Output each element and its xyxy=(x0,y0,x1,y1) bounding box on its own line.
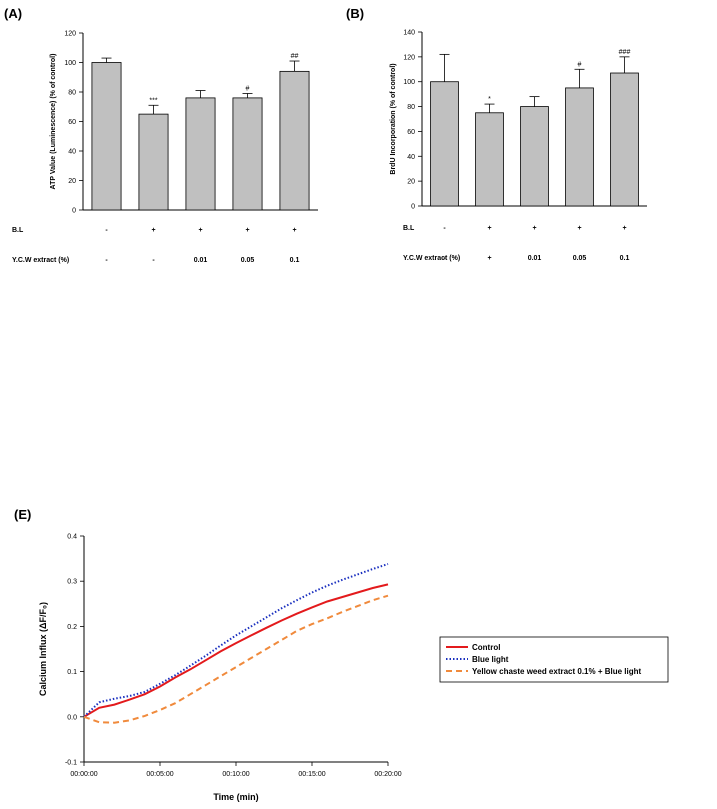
x-tick-label: 00:15:00 xyxy=(298,771,325,778)
treatment-value: - xyxy=(443,225,446,232)
y-tick-label: 0 xyxy=(72,208,76,215)
y-tick-label: 100 xyxy=(403,79,415,86)
bar xyxy=(232,97,263,211)
treatment-value: - xyxy=(105,227,108,234)
y-tick-label: 20 xyxy=(407,179,415,186)
treatment-value: + xyxy=(487,255,491,262)
significance-label: # xyxy=(246,85,250,92)
y-tick-label: 80 xyxy=(68,90,76,97)
treatment-row-label: Y.C.W extract (%) xyxy=(12,257,69,264)
y-tick-label: 140 xyxy=(403,30,415,37)
x-tick-label: 00:00:00 xyxy=(70,771,97,778)
x-tick-label: 00:20:00 xyxy=(374,771,401,778)
significance-label: ## xyxy=(291,53,299,60)
treatment-value: - xyxy=(443,255,446,262)
panel-label-e: (E) xyxy=(14,507,31,522)
bar xyxy=(610,72,639,207)
treatment-value: + xyxy=(577,225,581,232)
bar xyxy=(475,112,504,207)
treatment-value: + xyxy=(151,227,155,234)
bar xyxy=(430,81,459,207)
treatment-value: + xyxy=(292,227,296,234)
treatment-value: + xyxy=(532,225,536,232)
series-line-3 xyxy=(83,594,389,724)
bar xyxy=(279,70,310,211)
y-tick-label: 80 xyxy=(407,104,415,111)
treatment-value: 0.1 xyxy=(620,255,630,262)
bar xyxy=(520,106,549,207)
treatment-value: + xyxy=(622,225,626,232)
bar xyxy=(565,87,594,207)
y-tick-label: 100 xyxy=(64,60,76,67)
x-tick-label: 00:10:00 xyxy=(222,771,249,778)
significance-label: *** xyxy=(149,97,157,104)
chart-b: 0 20 40 60 80 100 120 140 BrdU Incorporation (% … xyxy=(390,30,647,262)
y-axis-title: ATP Value (Luminescence) (% of control) xyxy=(50,54,57,190)
x-tick-label: 00:05:00 xyxy=(146,771,173,778)
treatment-value: 0.1 xyxy=(290,257,300,264)
y-tick-label: 120 xyxy=(64,31,76,38)
treatment-value: 0.05 xyxy=(241,257,255,264)
panel-label-b: (B) xyxy=(346,6,364,21)
treatment-row-label: Y.C.W extract (%) xyxy=(403,255,460,262)
x-axis-title: Time (min) xyxy=(213,792,258,802)
treatment-value: + xyxy=(245,227,249,234)
treatment-value: + xyxy=(198,227,202,234)
treatment-row-label: B.L xyxy=(12,227,24,234)
series-line-1 xyxy=(83,583,389,718)
y-tick-label: 60 xyxy=(68,119,76,126)
legend-label: Yellow chaste weed extract 0.1% + Blue l… xyxy=(472,667,642,676)
chart-e: -0.1 0.0 0.1 0.2 0.3 0.4 00:00:00 00:05:00 00:10… xyxy=(38,534,669,802)
legend-label: Blue light xyxy=(472,655,509,664)
panel-label-a: (A) xyxy=(4,6,22,21)
treatment-row-label: B.L xyxy=(403,225,415,232)
significance-label: # xyxy=(578,61,582,68)
treatment-value: 0.01 xyxy=(194,257,208,264)
y-tick-label: 20 xyxy=(68,178,76,185)
y-tick-label: 0.4 xyxy=(67,534,77,541)
y-tick-label: 40 xyxy=(68,149,76,156)
legend-box xyxy=(439,636,669,683)
y-tick-label: 0.0 xyxy=(67,714,77,721)
chart-a: 0 20 40 60 80 100 120 ATP Value (Luminescence) … xyxy=(12,31,318,264)
legend-label: Control xyxy=(472,643,500,652)
treatment-value: 0.05 xyxy=(573,255,587,262)
treatment-value: + xyxy=(487,225,491,232)
bar xyxy=(185,97,216,211)
series-line-2 xyxy=(83,563,389,718)
treatment-value: 0.01 xyxy=(528,255,542,262)
y-tick-label: -0.1 xyxy=(65,760,77,767)
treatment-value: - xyxy=(105,257,108,264)
y-tick-label: 0.1 xyxy=(67,669,77,676)
y-tick-label: 0.2 xyxy=(67,624,77,631)
y-tick-label: 120 xyxy=(403,54,415,61)
y-tick-label: 0 xyxy=(411,204,415,211)
y-axis-title: BrdU Incorporation (% of control) xyxy=(390,63,397,174)
y-tick-label: 0.3 xyxy=(67,579,77,586)
y-axis-title: Calcium Influx (ΔF/F₀) xyxy=(38,602,48,696)
significance-label: ### xyxy=(619,49,631,56)
bar xyxy=(91,62,122,211)
bar xyxy=(138,113,169,211)
significance-label: * xyxy=(488,96,491,103)
treatment-value: - xyxy=(152,257,155,264)
y-tick-label: 40 xyxy=(407,154,415,161)
y-tick-label: 60 xyxy=(407,129,415,136)
